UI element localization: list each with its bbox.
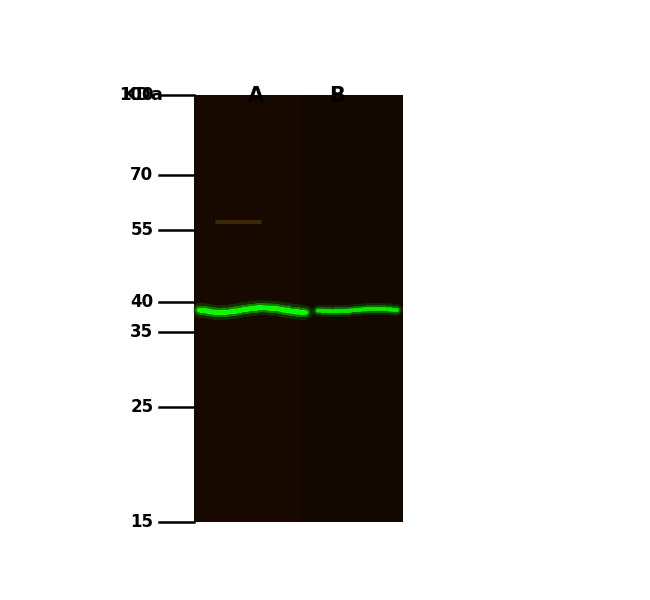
Text: 55: 55 [130,221,153,239]
Text: 70: 70 [130,166,153,184]
Bar [194,95,302,523]
Text: 25: 25 [130,398,153,416]
Text: 100: 100 [119,86,153,104]
Bar [194,95,403,523]
Text: A: A [248,86,264,106]
Text: 15: 15 [130,514,153,532]
Text: 40: 40 [130,293,153,311]
Text: KDa: KDa [123,86,164,104]
Text: 35: 35 [130,323,153,341]
Text: B: B [329,86,345,106]
